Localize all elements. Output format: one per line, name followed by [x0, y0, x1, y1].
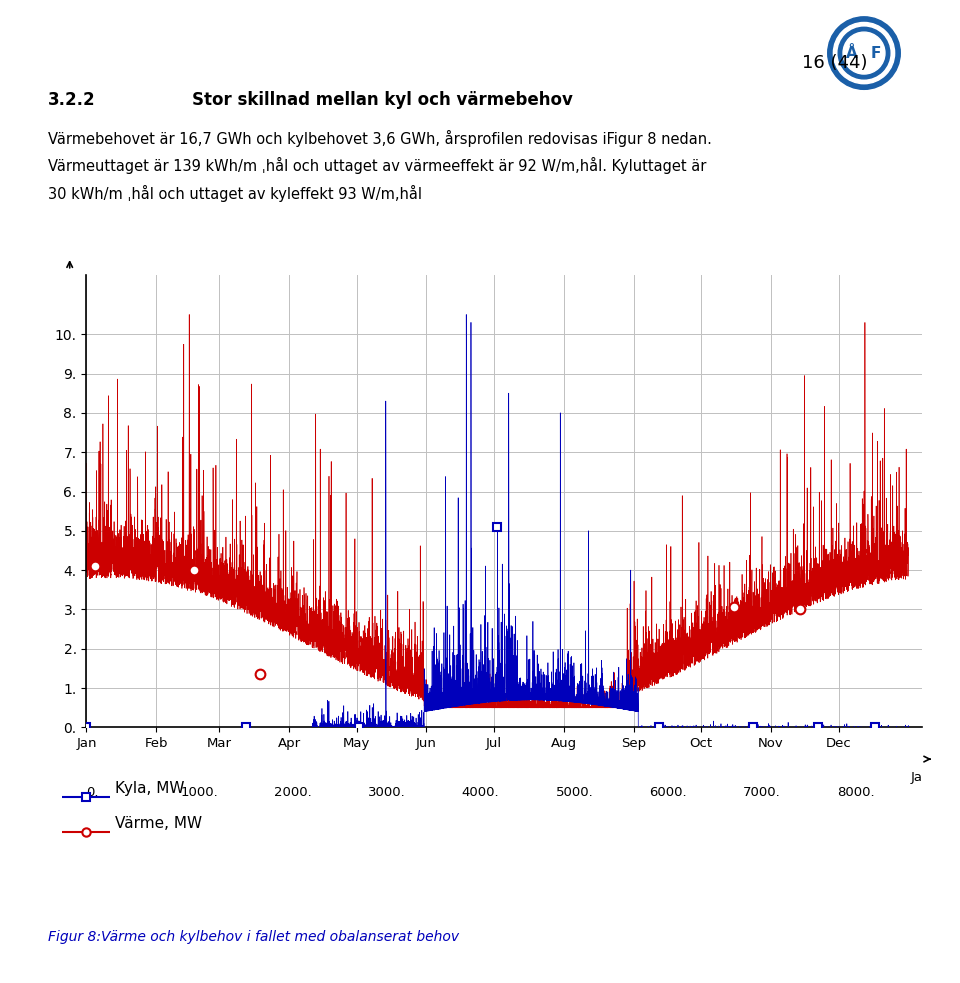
Circle shape: [843, 32, 885, 74]
Text: 6000.: 6000.: [650, 786, 687, 799]
Text: F: F: [871, 45, 881, 61]
Text: Figur 8:Värme och kylbehov i fallet med obalanserat behov: Figur 8:Värme och kylbehov i fallet med …: [48, 930, 459, 944]
Text: 3000.: 3000.: [368, 786, 406, 799]
Text: 7000.: 7000.: [743, 786, 781, 799]
Circle shape: [838, 28, 890, 79]
Text: 4000.: 4000.: [462, 786, 499, 799]
Text: Å: Å: [846, 45, 858, 61]
Text: 3.2.2: 3.2.2: [48, 91, 96, 109]
Text: Värme, MW: Värme, MW: [115, 816, 203, 831]
Text: 8000.: 8000.: [837, 786, 875, 799]
Circle shape: [833, 23, 895, 84]
Text: Värmebehovet är 16,7 GWh och kylbehovet 3,6 GWh, årsprofilen redovisas iFigur 8 : Värmebehovet är 16,7 GWh och kylbehovet …: [48, 130, 712, 146]
Text: 1000.: 1000.: [180, 786, 218, 799]
Text: 30 kWh/m ˌhål och uttaget av kyleffekt 93 W/m,hål: 30 kWh/m ˌhål och uttaget av kyleffekt 9…: [48, 185, 422, 202]
Text: 5000.: 5000.: [556, 786, 593, 799]
Circle shape: [828, 17, 900, 89]
Text: Kyla, MW: Kyla, MW: [115, 781, 184, 796]
Text: 2000.: 2000.: [275, 786, 312, 799]
Text: Stor skillnad mellan kyl och värmebehov: Stor skillnad mellan kyl och värmebehov: [192, 91, 573, 109]
Text: Ja: Ja: [910, 771, 923, 783]
Text: 16 (44): 16 (44): [803, 54, 868, 72]
Text: 0.: 0.: [86, 786, 99, 799]
Text: Värmeuttaget är 139 kWh/m ˌhål och uttaget av värmeeffekt är 92 W/m,hål. Kylutta: Värmeuttaget är 139 kWh/m ˌhål och uttag…: [48, 157, 707, 174]
